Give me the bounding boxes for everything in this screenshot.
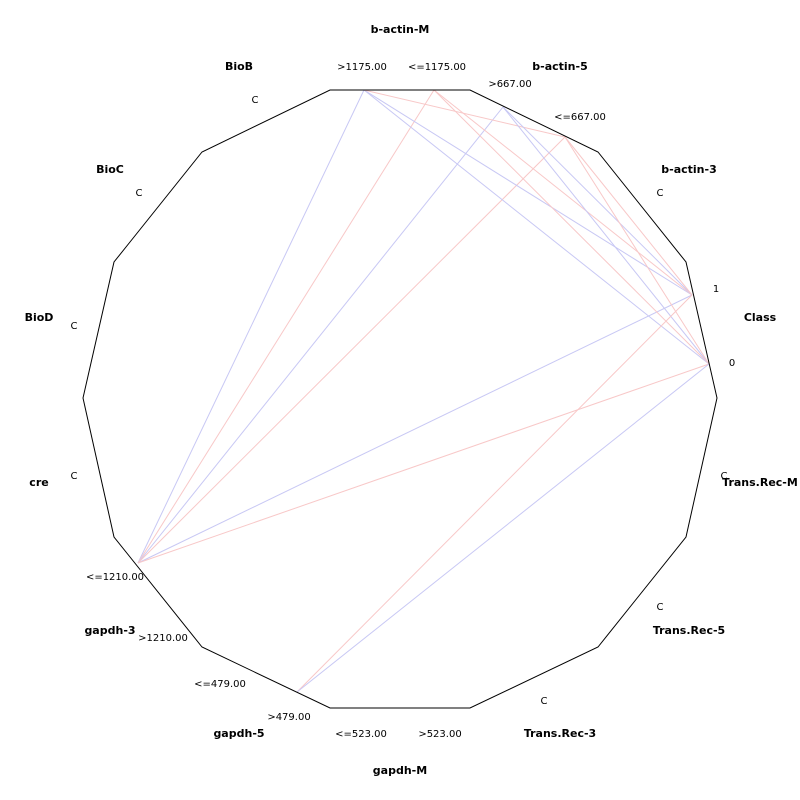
value-label: 1 (713, 284, 719, 295)
link (137, 106, 504, 564)
value-label: C (657, 602, 664, 613)
connections (137, 89, 710, 693)
link (502, 106, 710, 365)
attribute-name: BioD (25, 311, 54, 324)
value-label: C (721, 471, 728, 482)
value-label: C (71, 321, 78, 332)
attribute-name: Trans.Rec-5 (653, 624, 725, 637)
link (137, 136, 566, 564)
value-label: C (657, 188, 664, 199)
value-label: C (71, 471, 78, 482)
value-label: <=523.00 (335, 729, 387, 740)
link (137, 89, 365, 564)
value-label: >479.00 (267, 712, 310, 723)
attribute-name: b-actin-3 (661, 163, 716, 176)
link (564, 136, 710, 365)
value-label: C (541, 696, 548, 707)
link (137, 363, 710, 564)
value-label: >523.00 (418, 729, 461, 740)
value-label: 0 (729, 358, 735, 369)
link (564, 136, 693, 296)
link (363, 89, 693, 296)
value-label: <=1175.00 (408, 62, 466, 73)
value-label: <=479.00 (194, 679, 246, 690)
link (433, 89, 710, 365)
link (433, 89, 693, 296)
attribute-name: cre (29, 476, 48, 489)
value-label: >667.00 (488, 79, 531, 90)
attribute-name: gapdh-5 (213, 727, 264, 740)
link (137, 89, 435, 564)
link (296, 294, 693, 693)
labels: b-actin-M >1175.00 <=1175.00 b-actin-5>667.… (25, 23, 798, 777)
value-label: C (252, 95, 259, 106)
attribute-name: Trans.Rec-3 (524, 727, 596, 740)
attribute-name: BioC (96, 163, 124, 176)
attribute-name: b-actin-M (371, 23, 430, 36)
value-label: >1175.00 (337, 62, 387, 73)
attribute-name: BioB (225, 60, 253, 73)
attribute-name: gapdh-M (373, 764, 427, 777)
value-label: >1210.00 (138, 633, 188, 644)
attribute-name: Class (744, 311, 777, 324)
link (363, 89, 710, 365)
link (502, 106, 693, 296)
attribute-name: Trans.Rec-M (722, 476, 798, 489)
link (137, 294, 693, 564)
attribute-name: b-actin-5 (532, 60, 587, 73)
value-label: <=667.00 (554, 112, 606, 123)
polygon-outline (82, 89, 718, 709)
link (363, 89, 566, 138)
link (296, 363, 710, 693)
value-label: C (136, 188, 143, 199)
value-label: <=1210.00 (86, 572, 144, 583)
attribute-name: gapdh-3 (84, 624, 135, 637)
